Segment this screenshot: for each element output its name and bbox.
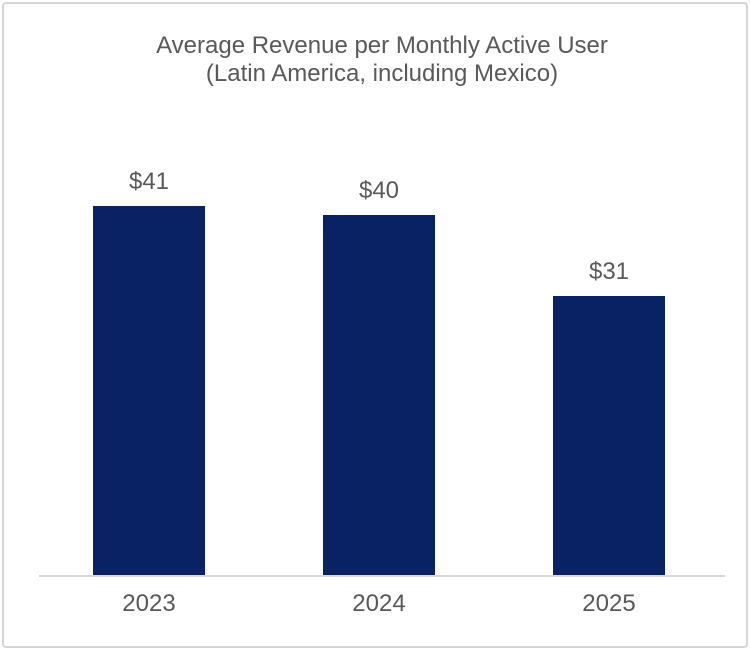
category-label-2023: 2023 bbox=[122, 590, 176, 617]
bar-2023 bbox=[93, 206, 205, 575]
chart-title: Average Revenue per Monthly Active User … bbox=[39, 32, 725, 88]
value-label-2024: $40 bbox=[358, 177, 400, 204]
value-label-2023: $41 bbox=[128, 168, 170, 195]
category-label-2025: 2025 bbox=[582, 590, 636, 617]
chart-title-line2: (Latin America, including Mexico) bbox=[205, 60, 559, 87]
chart-title-line1: Average Revenue per Monthly Active User bbox=[156, 32, 608, 59]
value-label-2025: $31 bbox=[588, 258, 630, 285]
x-axis-line bbox=[39, 575, 725, 577]
plot-area: $41 2023 $40 2024 $31 2025 bbox=[4, 4, 746, 646]
bar-2025 bbox=[553, 296, 665, 575]
category-label-2024: 2024 bbox=[352, 590, 406, 617]
bar-2024 bbox=[323, 215, 435, 575]
